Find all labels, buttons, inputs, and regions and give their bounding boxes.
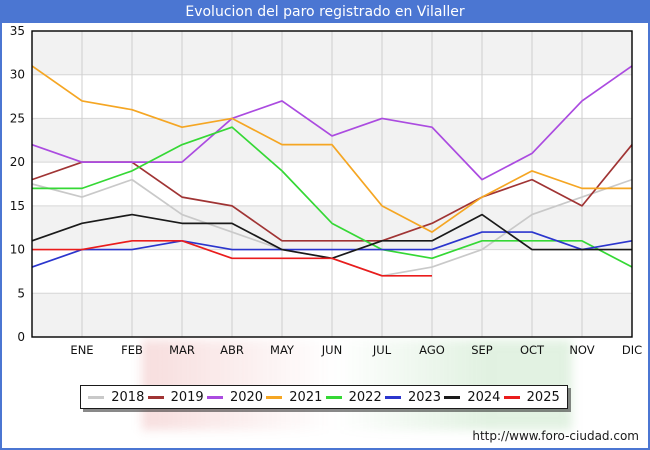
legend-label-2024: 2024 bbox=[467, 389, 501, 405]
svg-text:30: 30 bbox=[10, 68, 25, 82]
legend-item-2021: 2021 bbox=[266, 390, 322, 405]
svg-text:MAY: MAY bbox=[270, 343, 295, 357]
x-axis-labels: ENE FEB MAR ABR MAY JUN JUL AGO SEP OCT NOV DIC bbox=[70, 343, 642, 357]
series-line-2025 bbox=[32, 239, 432, 277]
legend-item-2018: 2018 bbox=[88, 390, 144, 405]
svg-text:AGO: AGO bbox=[419, 343, 445, 357]
series-line-2020 bbox=[31, 65, 633, 181]
svg-text:DIC: DIC bbox=[622, 343, 642, 357]
svg-text:ABR: ABR bbox=[220, 343, 244, 357]
legend-swatch-2019 bbox=[147, 395, 164, 399]
svg-text:ENE: ENE bbox=[70, 343, 93, 357]
y-axis-labels: 0 5 10 15 20 25 30 35 bbox=[10, 24, 25, 344]
svg-text:15: 15 bbox=[10, 199, 25, 213]
footer-url: http://www.foro-ciudad.com bbox=[472, 429, 639, 443]
svg-text:OCT: OCT bbox=[520, 343, 545, 357]
legend-swatch-2024 bbox=[444, 395, 461, 399]
svg-text:JUL: JUL bbox=[372, 343, 392, 357]
legend-swatch-2022 bbox=[325, 395, 342, 399]
svg-text:25: 25 bbox=[10, 111, 25, 125]
legend-item-2025: 2025 bbox=[503, 389, 560, 405]
legend-swatch-2018 bbox=[88, 395, 105, 399]
legend-item-2019: 2019 bbox=[147, 389, 204, 405]
legend-swatch-2023 bbox=[384, 395, 401, 399]
legend-swatch-2021 bbox=[266, 395, 283, 399]
series-line-2022 bbox=[32, 126, 633, 268]
legend-item-2024: 2024 bbox=[444, 390, 500, 405]
legend-label-2021: 2021 bbox=[289, 389, 323, 405]
legend-swatch-2020 bbox=[206, 395, 223, 399]
legend-item-2020: 2020 bbox=[206, 389, 264, 405]
svg-text:20: 20 bbox=[10, 155, 25, 169]
series-line-2023 bbox=[31, 231, 633, 268]
svg-text:MAR: MAR bbox=[169, 343, 195, 357]
chart-legend: 2018 2019 2020 2021 2022 2023 2024 2025 bbox=[80, 385, 568, 409]
svg-text:0: 0 bbox=[17, 330, 25, 344]
svg-text:NOV: NOV bbox=[569, 343, 594, 357]
legend-label-2025: 2025 bbox=[526, 389, 560, 405]
svg-text:10: 10 bbox=[10, 243, 25, 257]
legend-label-2020: 2020 bbox=[229, 389, 264, 405]
legend-label-2018: 2018 bbox=[111, 389, 145, 405]
svg-text:JUN: JUN bbox=[321, 343, 342, 357]
series-lines bbox=[31, 65, 633, 277]
svg-text:5: 5 bbox=[17, 286, 25, 300]
line-chart: 0 5 10 15 20 25 30 35 ENE FEB MAR ABR MAY JUN JUL AGO SE… bbox=[10, 24, 642, 357]
plot-border bbox=[31, 30, 633, 338]
legend-label-2023: 2023 bbox=[407, 389, 442, 405]
legend-label-2022: 2022 bbox=[348, 389, 382, 405]
svg-text:SEP: SEP bbox=[471, 343, 493, 357]
legend-item-2023: 2023 bbox=[384, 389, 442, 405]
legend-item-2022: 2022 bbox=[325, 389, 382, 405]
legend-swatch-2025 bbox=[503, 395, 520, 399]
legend-label-2019: 2019 bbox=[170, 389, 204, 405]
svg-text:FEB: FEB bbox=[121, 343, 143, 357]
chart-title: Evolucion del paro registrado en Vilalle… bbox=[2, 2, 648, 23]
svg-text:35: 35 bbox=[10, 24, 25, 38]
series-line-2021 bbox=[31, 65, 632, 233]
